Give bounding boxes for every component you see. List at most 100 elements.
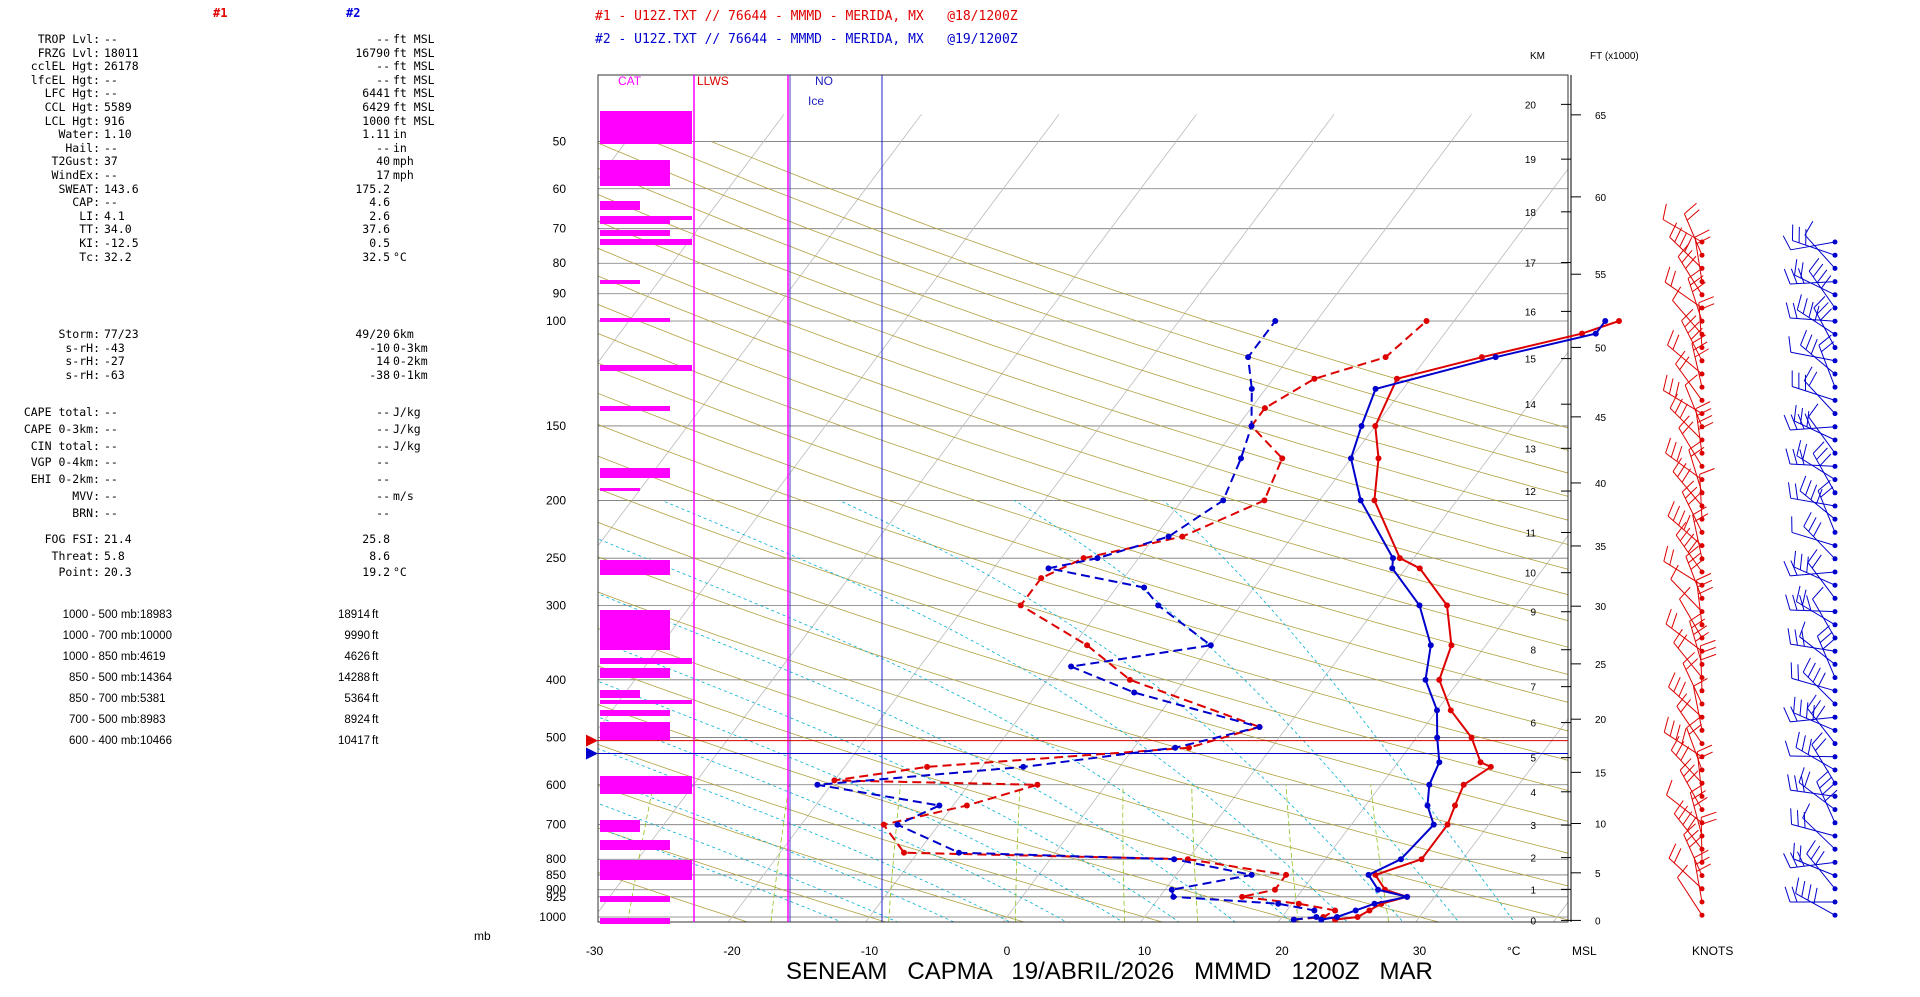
stat-lbl: T2Gust: bbox=[51, 154, 100, 169]
wind-barb-flag bbox=[1693, 678, 1708, 687]
wind-barb-staff bbox=[1795, 892, 1836, 916]
wind-barb-flag bbox=[1802, 298, 1808, 314]
wind-barb-flag bbox=[1685, 658, 1698, 670]
wind-barb-staff bbox=[1790, 571, 1836, 577]
wind-barb-staff bbox=[1790, 426, 1836, 431]
wind-barb-staff bbox=[1686, 727, 1703, 771]
stat-u: ft bbox=[372, 630, 379, 642]
dewpoint-point bbox=[1311, 907, 1318, 914]
wind-barb-staff bbox=[1796, 309, 1836, 335]
wind-barb-flag bbox=[1684, 374, 1698, 386]
stat-row: 850 - 500 mb: 14364 14288 ft bbox=[0, 670, 440, 686]
stat-lbl: BRN: bbox=[72, 505, 100, 520]
stat-lbl: lfcEL Hgt: bbox=[30, 72, 100, 87]
wind-barb-flag bbox=[1690, 559, 1704, 570]
temperature-point bbox=[1372, 385, 1379, 392]
stat-v1: -12.5 bbox=[104, 236, 139, 250]
temperature-point bbox=[1418, 856, 1425, 863]
wind-barb-flag bbox=[1662, 203, 1667, 220]
stat-v1: -63 bbox=[104, 367, 125, 382]
wind-barb-flag bbox=[1808, 517, 1817, 532]
wind-barb-staff bbox=[1669, 407, 1703, 441]
stat-lbl: EHI 0-2km: bbox=[30, 472, 100, 487]
stat-u: ft MSL bbox=[393, 86, 435, 101]
wind-barb-staff bbox=[1793, 566, 1836, 586]
km-tick-label: 12 bbox=[1525, 487, 1537, 498]
temperature-point bbox=[1365, 871, 1372, 878]
moist-adiabat bbox=[598, 538, 1292, 922]
stat-row: Threat: 5.8 8.6 bbox=[0, 548, 440, 564]
stat-v2: 1.11 bbox=[362, 127, 390, 142]
temperature-line bbox=[1321, 320, 1607, 921]
stat-v2: -- bbox=[376, 489, 390, 503]
stat-v2: -- bbox=[376, 405, 390, 419]
stat-v2: 16790 bbox=[355, 45, 390, 60]
wind-barb-flag bbox=[1792, 842, 1795, 859]
stat-lbl: FOG FSI: bbox=[44, 532, 100, 546]
stat-row: LFC Hgt: -- 6441 ft MSL bbox=[0, 85, 440, 101]
wind-barb-staff bbox=[1679, 598, 1703, 639]
wind-barb-flag bbox=[1821, 341, 1835, 353]
wind-barb-base bbox=[1699, 873, 1705, 879]
wind-barb-flag bbox=[1686, 209, 1700, 221]
stat-u: 0-1km bbox=[393, 367, 428, 382]
wind-barb-flag bbox=[1796, 810, 1799, 827]
wind-barb-flag bbox=[1806, 840, 1816, 855]
stat-v1: 18983 bbox=[140, 609, 172, 621]
temperature-point bbox=[1371, 497, 1378, 504]
temperature-point bbox=[1478, 354, 1485, 361]
dewpoint-point bbox=[1141, 584, 1148, 591]
wind-barb-base bbox=[1699, 371, 1705, 377]
stat-lbl: LCL Hgt: bbox=[44, 113, 100, 128]
wind-barb-staff bbox=[1812, 453, 1836, 494]
wind-barb-base bbox=[1832, 846, 1838, 852]
dewpoint-point bbox=[1179, 533, 1186, 540]
wind-barb-flag bbox=[1802, 443, 1808, 460]
wind-barb-staff bbox=[1689, 792, 1703, 837]
wind-barb-flag bbox=[1690, 327, 1703, 340]
dewpoint-point bbox=[1126, 676, 1133, 683]
wind-barb-flag bbox=[1790, 808, 1793, 825]
wind-barb-flag bbox=[1696, 572, 1712, 581]
pressure-tick: 600 bbox=[546, 778, 566, 792]
stat-lbl: Tc: bbox=[79, 249, 100, 264]
stat-v2: -- bbox=[376, 72, 390, 87]
wind-barb-staff bbox=[1677, 877, 1703, 916]
dry-adiabat bbox=[598, 743, 1164, 922]
ft-tick-label: 50 bbox=[1595, 343, 1607, 354]
stat-row: s-rH: -27 14 0-2km bbox=[0, 353, 440, 369]
wind-barb-flag bbox=[1696, 408, 1712, 417]
wind-barb-flag bbox=[1669, 222, 1678, 238]
ft-tick-label: 35 bbox=[1595, 542, 1607, 553]
isotherm bbox=[1415, 718, 1568, 922]
temperature-axis-unit: °C bbox=[1507, 944, 1521, 958]
stat-row: Point: 20.3 19.2 °C bbox=[0, 564, 440, 580]
wind-barb-flag bbox=[1665, 437, 1672, 454]
wind-barb-flag bbox=[1686, 829, 1699, 842]
wind-barb-base bbox=[1832, 661, 1838, 667]
wind-barb-base bbox=[1832, 688, 1838, 694]
dewpoint-point bbox=[1068, 663, 1075, 670]
wind-barb-flag bbox=[1673, 676, 1681, 692]
mixing-ratio-line bbox=[888, 784, 901, 922]
wind-barb-flag bbox=[1816, 269, 1828, 283]
stat-v1: 1.10 bbox=[104, 127, 132, 142]
wind-barb-flag bbox=[1808, 403, 1819, 418]
cloud-bar bbox=[600, 111, 692, 144]
dewpoint-point bbox=[1382, 354, 1389, 361]
wind-barb-flag bbox=[1679, 403, 1688, 419]
stat-lbl: 700 - 500 mb: bbox=[69, 714, 140, 726]
wind-barb-base bbox=[1832, 912, 1838, 918]
wind-barb-staff bbox=[1792, 240, 1836, 256]
wind-barb-flag bbox=[1817, 672, 1826, 688]
stat-row: SWEAT: 143.6 175.2 bbox=[0, 181, 440, 197]
temperature-tick: -30 bbox=[586, 944, 604, 958]
wind-barb-base bbox=[1832, 371, 1838, 377]
wind-barb-staff bbox=[1698, 302, 1703, 348]
moist-adiabat bbox=[598, 593, 1236, 922]
stats-panel: #1 #2 TROP Lvl: -- -- ft MSL FRZG Lvl: 18011 1… bbox=[0, 0, 440, 760]
wind-barb-flag bbox=[1787, 482, 1792, 499]
wind-barb-flag bbox=[1813, 887, 1818, 904]
stat-v1: 34.0 bbox=[104, 222, 132, 237]
wind-barb-flag bbox=[1667, 330, 1674, 346]
